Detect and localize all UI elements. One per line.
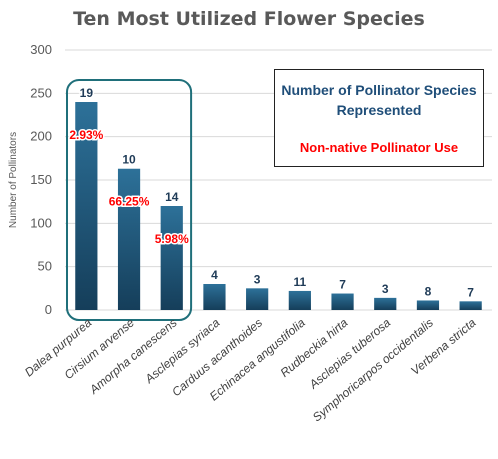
bar xyxy=(416,300,440,310)
bar xyxy=(160,206,183,310)
species-count-label: 10 xyxy=(122,153,136,167)
bar xyxy=(331,293,354,310)
y-axis-label: Number of Pollinators xyxy=(8,132,19,228)
bar xyxy=(75,102,98,310)
species-count-label: 11 xyxy=(294,275,307,289)
species-count-label: 3 xyxy=(382,282,389,296)
legend-box: Number of Pollinator Species Represented… xyxy=(274,69,484,167)
y-tick-label: 300 xyxy=(30,42,52,57)
species-count-label: 19 xyxy=(80,86,94,100)
legend-species-label: Number of Pollinator Species Represented xyxy=(281,82,477,118)
nonnative-percent-label: 66.25% xyxy=(109,195,150,209)
chart-title: Ten Most Utilized Flower Species xyxy=(73,8,425,30)
bar xyxy=(459,301,482,310)
y-tick-label: 0 xyxy=(45,302,52,317)
legend-nonnative-label: Non-native Pollinator Use xyxy=(299,140,459,155)
x-tick-label: Asclepias syriaca xyxy=(142,315,223,386)
nonnative-percent-label: 5.98% xyxy=(155,232,189,246)
y-tick-label: 50 xyxy=(38,259,52,274)
bar xyxy=(288,290,311,310)
species-count-label: 7 xyxy=(339,278,346,292)
species-count-label: 7 xyxy=(467,285,474,299)
species-count-label: 8 xyxy=(425,284,432,298)
highlight-box xyxy=(66,79,193,321)
y-tick-label: 250 xyxy=(30,85,52,100)
species-count-label: 3 xyxy=(254,272,261,286)
bar xyxy=(374,297,397,310)
y-tick-label: 150 xyxy=(30,172,52,187)
species-count-label: 4 xyxy=(211,268,218,282)
bar xyxy=(203,284,226,310)
y-tick-label: 100 xyxy=(30,215,52,230)
species-count-label: 14 xyxy=(165,190,179,204)
bar xyxy=(117,168,141,310)
bar xyxy=(246,288,269,310)
y-tick-label: 200 xyxy=(30,129,52,144)
nonnative-percent-label: 2.93% xyxy=(69,128,103,142)
